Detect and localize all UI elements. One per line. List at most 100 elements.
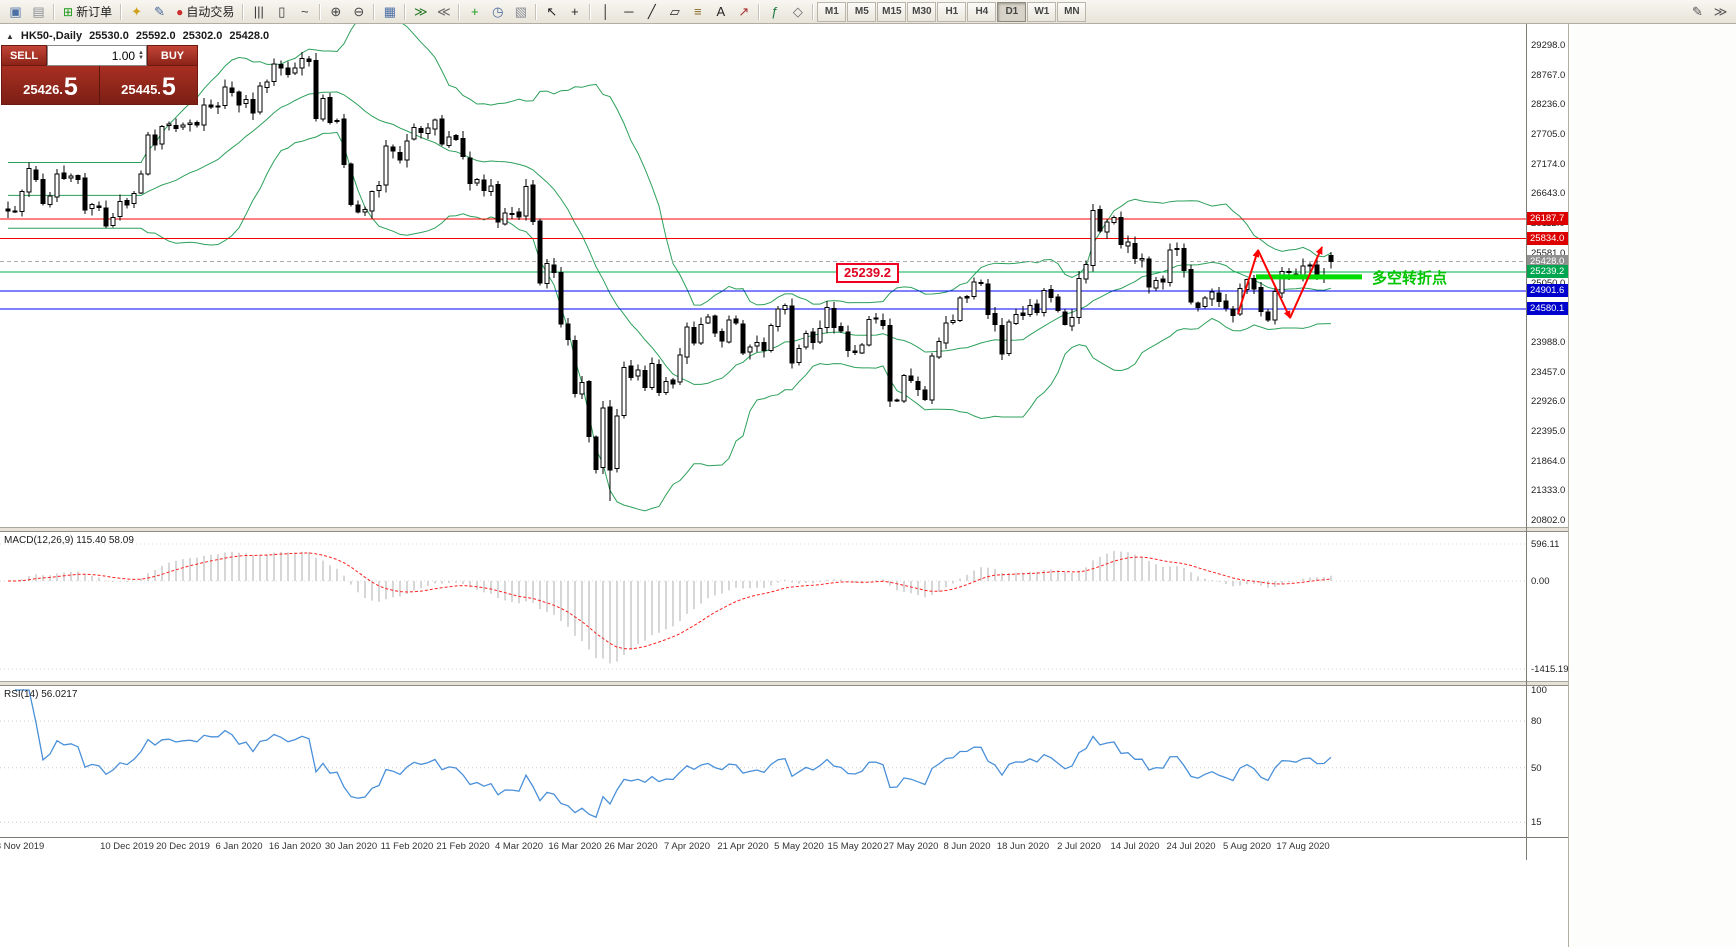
date-label: 4 Mar 2020 [494, 841, 544, 852]
panel-splitter-1[interactable] [0, 527, 1568, 532]
tf-button-M1[interactable]: M1 [817, 1, 847, 22]
tf-button-M30[interactable]: M30 [907, 1, 937, 22]
toolbar-separator [812, 3, 815, 20]
bollinger-middle [8, 91, 1332, 385]
tf-button-H1[interactable]: H1 [937, 1, 967, 22]
trendline-icon[interactable]: ╱ [647, 4, 656, 19]
objects-icon[interactable]: ◇ [792, 4, 803, 19]
ohlc-open: 25530.0 [89, 30, 129, 42]
price-tick: 25050.0 [1531, 278, 1565, 289]
rsi-label: RSI(14) 56.0217 [4, 689, 78, 700]
indicators-icon[interactable]: ƒ [771, 4, 779, 19]
volume-value: 1.00 [111, 48, 136, 63]
chart-icon: ▲ [6, 31, 14, 41]
volume-input[interactable]: 1.00 ▲ ▼ [47, 45, 147, 66]
scripts-icon[interactable]: ✎ [154, 4, 166, 19]
tf-button-D1[interactable]: D1 [997, 1, 1027, 22]
tf-button-MN[interactable]: MN [1057, 1, 1087, 22]
templates-icon[interactable]: ▧ [514, 4, 527, 19]
zigzag-arrows[interactable] [1237, 246, 1323, 319]
sell-button[interactable]: SELL [1, 45, 47, 66]
tf-button-M15[interactable]: M15 [877, 1, 907, 22]
price-marker-25428.0: 25428.0 [1527, 255, 1568, 268]
add-indicator-icon[interactable]: + [471, 4, 479, 19]
arrows-icon[interactable]: ↗ [738, 4, 750, 19]
ohlc-close: 25428.0 [229, 30, 270, 42]
price-tick: 27174.0 [1531, 159, 1566, 170]
toolbar-separator [242, 3, 245, 20]
channel-icon[interactable]: ▱ [669, 4, 680, 19]
date-label: 20 Dec 2019 [156, 841, 210, 852]
date-label: 18 Jun 2020 [996, 841, 1050, 852]
price-tick: 26643.0 [1531, 188, 1566, 199]
tf-button-H4[interactable]: H4 [967, 1, 997, 22]
panel-splitter-2[interactable] [0, 681, 1568, 686]
date-label: 24 Jul 2020 [1166, 841, 1216, 852]
pencil-icon[interactable]: ✎ [1692, 4, 1703, 19]
sell-price[interactable]: 25426. 5 [2, 66, 99, 104]
date-label: 8 Jun 2020 [943, 841, 991, 852]
rsi-scale-label: 100 [1531, 685, 1547, 696]
stepper-down-icon[interactable]: ▼ [138, 54, 144, 61]
toolbar-separator [589, 3, 592, 20]
fibonacci-icon[interactable]: ≡ [694, 4, 702, 19]
sell-price-pip: 5 [63, 73, 78, 101]
candlestick-chart-icon[interactable]: ▯ [278, 4, 286, 19]
buy-button[interactable]: BUY [147, 45, 198, 66]
cursor-icon[interactable]: ↖ [546, 4, 558, 19]
bollinger-lower [8, 131, 1332, 512]
rsi-scale-label: 50 [1531, 763, 1542, 774]
horizontal-line-icon[interactable]: ─ [624, 4, 634, 19]
buy-price[interactable]: 25445. 5 [100, 66, 197, 104]
buy-price-pip: 5 [161, 73, 176, 101]
crosshair-icon[interactable]: + [571, 4, 579, 19]
chart-shift-icon[interactable]: ≪ [437, 4, 451, 19]
bar-chart-icon[interactable]: ||| [253, 4, 264, 19]
ohlc-low: 25302.0 [182, 30, 223, 42]
volume-stepper[interactable]: ▲ ▼ [138, 49, 144, 61]
date-label: 17 Aug 2020 [1276, 841, 1330, 852]
more-icon[interactable]: ≫ [1713, 4, 1728, 19]
price-tick: 21864.0 [1531, 456, 1566, 467]
toolbar-separator [535, 3, 538, 20]
date-label: 10 Dec 2019 [100, 841, 154, 852]
turning-point-label[interactable]: 多空转折点 [1372, 270, 1448, 287]
bollinger-upper [8, 24, 1332, 306]
macd-scale-label: 596.11 [1531, 539, 1560, 550]
symbol-timeframe-label: HK50-,Daily [20, 30, 83, 42]
auto-scroll-icon[interactable]: ≫ [414, 4, 428, 19]
new-order-button[interactable]: ⊞ 新订单 [58, 2, 117, 21]
chart-title: ▲ HK50-,Daily 25530.0 25592.0 25302.0 25… [6, 30, 269, 42]
line-chart-icon[interactable]: ~ [301, 4, 309, 19]
toolbar-separator [373, 3, 376, 20]
price-tick: 25581.0 [1531, 248, 1566, 259]
price-tick: 21333.0 [1531, 485, 1566, 496]
tf-button-W1[interactable]: W1 [1027, 1, 1057, 22]
stepper-up-icon[interactable]: ▲ [138, 49, 144, 56]
autotrading-button[interactable]: ● 自动交易 [171, 2, 239, 21]
price-callout[interactable]: 25239.2 [836, 263, 899, 283]
tf-button-M5[interactable]: M5 [847, 1, 877, 22]
rsi-scale-label: 80 [1531, 716, 1542, 727]
favorites-icon[interactable]: ✦ [131, 4, 143, 19]
zoom-in-icon[interactable]: ⊕ [330, 4, 342, 19]
period-icon[interactable]: ◷ [492, 4, 504, 19]
date-label: 8 Nov 2019 [0, 841, 45, 852]
price-axis-border [1526, 24, 1527, 860]
date-label: 2 Jul 2020 [1057, 841, 1101, 852]
price-marker-25834.0: 25834.0 [1527, 232, 1568, 245]
date-label: 21 Feb 2020 [436, 841, 490, 852]
price-tick: 23988.0 [1531, 337, 1566, 348]
horizontal-lines[interactable] [0, 218, 1526, 310]
profiles-icon[interactable]: ▤ [32, 4, 45, 19]
zoom-out-icon[interactable]: ⊖ [353, 4, 365, 19]
text-icon[interactable]: A [716, 4, 726, 19]
date-label: 27 May 2020 [883, 841, 939, 852]
toolbar: ▣ ▤ ⊞ 新订单 ✦ ✎ ● 自动交易 ||| ▯ ~ ⊕ ⊖ ▦ ≫ ≪ + ◷ ▧ ↖ + │ ─ ╱ ▱ ≡ A ↗ ƒ ◇ M1 M… [0, 0, 1736, 24]
new-chart-icon[interactable]: ▣ [9, 4, 22, 19]
vertical-line-icon[interactable]: │ [601, 4, 610, 19]
price-tick: 27705.0 [1531, 129, 1566, 140]
tile-windows-icon[interactable]: ▦ [383, 4, 396, 19]
date-label: 14 Jul 2020 [1110, 841, 1160, 852]
macd-label: MACD(12,26,9) 115.40 58.09 [4, 535, 134, 546]
